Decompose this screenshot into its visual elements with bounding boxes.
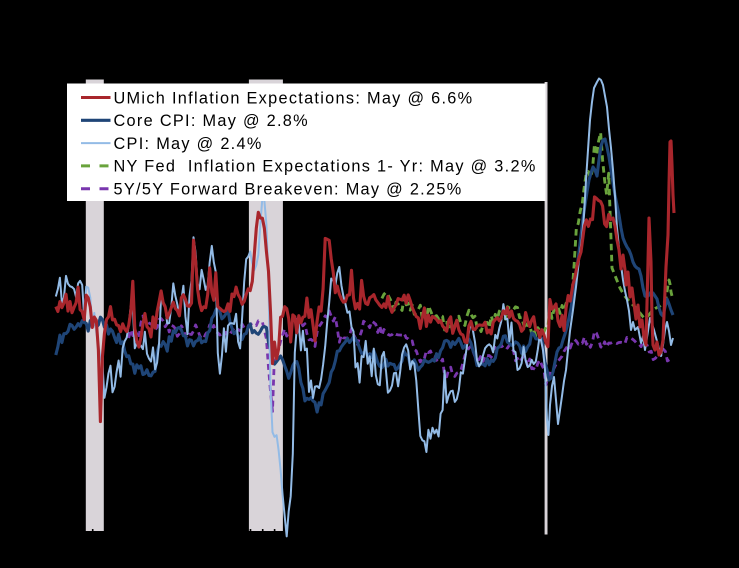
svg-text:UMich Inflation Expectations:: UMich Inflation Expectations: May @ 6.6% [114, 89, 474, 107]
svg-text:5Y/5Y Forward Breakeven: May @: 5Y/5Y Forward Breakeven: May @ 2.25% [114, 181, 463, 199]
svg-text:Core CPI: May @ 2.8%: Core CPI: May @ 2.8% [114, 112, 309, 130]
svg-text:NY Fed Inflation Expectations: NY Fed Inflation Expectations 1- Yr: May… [114, 158, 537, 176]
svg-text:CPI: May @ 2.4%: CPI: May @ 2.4% [114, 135, 263, 153]
